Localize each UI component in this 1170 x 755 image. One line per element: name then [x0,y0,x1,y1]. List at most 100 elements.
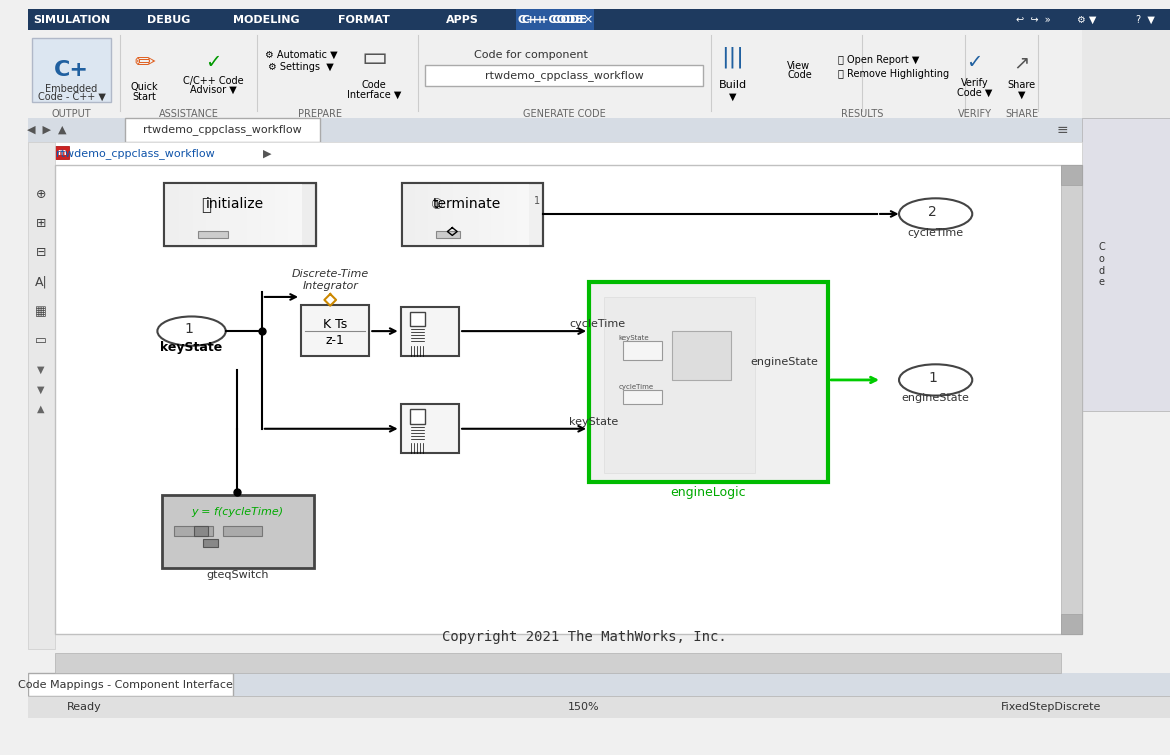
Bar [33,39,110,102]
Text: ▼: ▼ [1018,90,1025,100]
Bar [401,183,543,246]
Bar [163,495,314,569]
Text: ▭: ▭ [35,334,47,347]
Bar [411,312,425,326]
Bar [425,64,703,86]
Text: engineState: engineState [750,357,818,368]
Bar [234,183,247,245]
Text: ⚙ ▼: ⚙ ▼ [1078,14,1096,25]
Text: ⊞: ⊞ [36,217,47,230]
Text: |||: ||| [721,47,744,69]
Bar [1082,30,1170,119]
Text: ▲: ▲ [37,404,44,414]
Text: ▶: ▶ [262,149,271,159]
Bar [193,526,208,536]
Bar [199,230,228,239]
Bar [164,183,316,246]
Text: Verify: Verify [961,78,989,88]
Text: C++ CODE: C++ CODE [518,14,584,25]
Text: keyState: keyState [618,335,649,341]
Bar [441,183,453,245]
Bar [411,409,425,424]
Bar [206,183,220,245]
Text: ▼: ▼ [37,385,44,395]
Text: Ready: Ready [67,702,102,712]
Text: ?  ▼: ? ▼ [1136,14,1155,25]
Text: m: m [57,148,66,157]
Bar [28,30,1170,119]
Text: ▼: ▼ [37,365,44,375]
Bar [453,183,466,245]
Text: DEBUG: DEBUG [147,14,191,25]
Bar [164,183,316,246]
Bar [401,183,543,246]
Text: Interface ▼: Interface ▼ [347,90,401,100]
Bar [28,119,1170,142]
Text: ✓: ✓ [205,53,221,72]
Text: Code: Code [787,70,812,80]
Text: GENERATE CODE: GENERATE CODE [523,109,606,119]
Bar [435,230,460,239]
Text: Advisor ▼: Advisor ▼ [190,85,236,95]
Text: Discrete-Time: Discrete-Time [291,270,369,279]
Text: rtwdemo_cppclass_workflow: rtwdemo_cppclass_workflow [486,69,644,81]
Text: ⊟: ⊟ [36,246,47,260]
Bar [504,183,517,245]
Ellipse shape [158,316,226,346]
Bar [28,696,1170,718]
Text: 1: 1 [928,371,937,385]
Bar [400,405,459,453]
Text: ▼: ▼ [729,92,736,102]
Text: terminate: terminate [433,197,501,211]
Text: gteqSwitch: gteqSwitch [206,570,269,581]
Text: y = f(cycleTime): y = f(cycleTime) [192,507,283,516]
Text: Code ▼: Code ▼ [957,88,992,98]
Bar [1061,615,1082,634]
Text: OUTPUT: OUTPUT [51,109,91,119]
Text: PREPARE: PREPARE [298,109,343,119]
Bar [672,331,730,380]
Bar [165,183,179,245]
Text: View: View [787,60,811,70]
Text: Share: Share [1007,80,1035,90]
Bar [624,341,662,360]
Bar [193,183,206,245]
Text: 🔧 Remove Highlighting: 🔧 Remove Highlighting [838,69,949,79]
Bar [275,183,288,245]
Text: ▭: ▭ [362,44,387,72]
Text: 150%: 150% [569,702,600,712]
Text: Start: Start [132,92,157,102]
Text: ①: ① [432,198,443,212]
Bar [466,183,479,245]
Bar [28,142,1082,165]
Bar [1061,165,1082,634]
Text: RESULTS: RESULTS [841,109,883,119]
Text: keyState: keyState [570,417,619,427]
Text: ✏: ✏ [135,51,156,75]
Text: cycleTime: cycleTime [618,384,653,390]
Text: SHARE: SHARE [1005,109,1038,119]
Text: rtwdemo_cppclass_workflow: rtwdemo_cppclass_workflow [144,125,302,135]
Text: ◀  ▶  ▲: ◀ ▶ ▲ [27,125,67,135]
Bar [179,183,193,245]
Bar [516,9,594,30]
Text: Quick: Quick [131,82,158,92]
Text: FixedStepDiscrete: FixedStepDiscrete [1002,702,1102,712]
Bar [517,183,530,245]
Bar [174,526,213,536]
Bar [28,142,1082,165]
Text: ▦: ▦ [35,305,47,318]
Bar [125,119,321,142]
Text: ⏻: ⏻ [201,196,212,214]
Text: ✓: ✓ [966,53,983,72]
Text: C+: C+ [54,60,89,80]
Text: z-1: z-1 [325,334,344,347]
Text: ⚙ Settings  ▼: ⚙ Settings ▼ [268,63,333,72]
Text: rtwdemo_cppclass_workflow: rtwdemo_cppclass_workflow [55,148,214,159]
Text: 1: 1 [535,196,541,206]
Text: MODELING: MODELING [234,14,300,25]
Text: ↗: ↗ [1013,53,1030,72]
Ellipse shape [899,365,972,396]
Bar [624,390,662,405]
Text: SIMULATION: SIMULATION [33,14,110,25]
